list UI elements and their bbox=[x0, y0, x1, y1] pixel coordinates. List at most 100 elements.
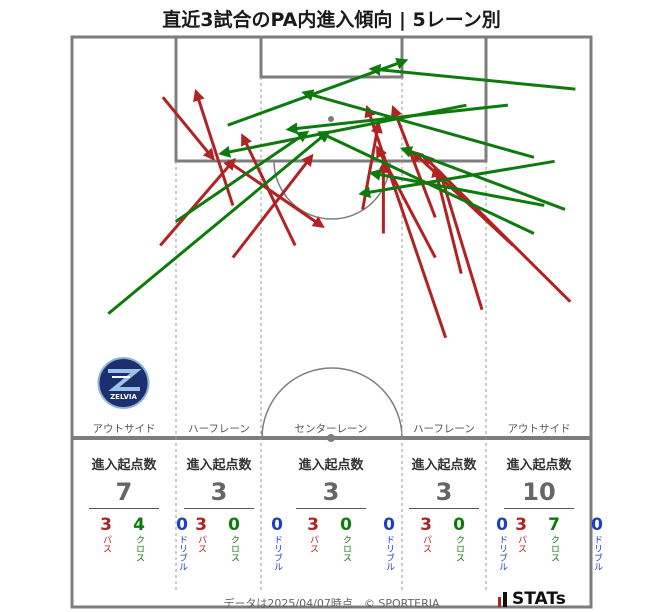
stat-total-center: 3 bbox=[322, 478, 340, 506]
pass-count-value: 3 bbox=[515, 515, 527, 535]
stat-breakdown-right-half: 3 パス 0 クロス 0 ドリブル bbox=[416, 515, 522, 571]
pass-count-label: パス bbox=[101, 535, 111, 553]
stat-breakdown-left-outside: 3 パス 4 クロス 0 ドリブル bbox=[96, 515, 202, 571]
pass-arrow-0 bbox=[161, 96, 215, 161]
cross-arrow-8 bbox=[358, 159, 555, 199]
pass-arrow-3 bbox=[193, 88, 235, 206]
pass-count-left-half: 3 パス bbox=[191, 515, 211, 571]
club-crest: ZELVIA bbox=[96, 357, 151, 409]
cross-arrow-7 bbox=[368, 168, 545, 207]
cross-count-right-half: 0 クロス bbox=[444, 515, 474, 571]
center-spot bbox=[327, 434, 335, 442]
goal-area bbox=[259, 35, 404, 79]
pass-count-value: 3 bbox=[100, 515, 112, 535]
pass-count-value: 3 bbox=[420, 515, 432, 535]
svg-text:ZELVIA: ZELVIA bbox=[110, 393, 137, 401]
pass-arrow-12 bbox=[436, 169, 484, 311]
pass-count-label: パス bbox=[421, 535, 431, 553]
stat-title-left-half: 進入起点数 bbox=[186, 458, 252, 473]
pass-count-right-outside: 3 パス bbox=[511, 515, 531, 571]
dribble-count-label: ドリブル bbox=[384, 535, 394, 571]
pass-arrow-4 bbox=[231, 153, 314, 259]
dribble-count-label: ドリブル bbox=[592, 535, 602, 571]
dribble-count-label: ドリブル bbox=[272, 535, 282, 571]
cross-count-center: 0 クロス bbox=[331, 515, 361, 571]
brand-logo: STATs bbox=[498, 589, 566, 609]
dribble-count-left-half: 0 ドリブル bbox=[257, 515, 297, 571]
pass-arrow-11 bbox=[364, 104, 448, 339]
penalty-arc bbox=[273, 160, 391, 220]
cross-arrow-10 bbox=[368, 63, 576, 91]
pass-count-center: 3 パス bbox=[303, 515, 323, 571]
pass-arrow-5 bbox=[241, 133, 297, 247]
stat-divider-right-half bbox=[409, 508, 479, 509]
dribble-count-value: 0 bbox=[591, 515, 603, 535]
pass-count-value: 3 bbox=[195, 515, 207, 535]
dribble-count-label: ドリブル bbox=[497, 535, 507, 571]
cross-count-right-outside: 7 クロス bbox=[539, 515, 569, 571]
stat-divider-left-half bbox=[184, 508, 254, 509]
lane-label-left-half: ハーフレーン bbox=[188, 423, 250, 435]
stat-total-left-half: 3 bbox=[210, 478, 228, 506]
penalty-spot bbox=[328, 116, 334, 122]
cross-count-left-outside: 4 クロス bbox=[124, 515, 154, 571]
cross-count-label: クロス bbox=[134, 535, 144, 562]
pass-count-value: 3 bbox=[307, 515, 319, 535]
cross-count-value: 0 bbox=[228, 515, 240, 535]
lane-label-left-outside: アウトサイド bbox=[93, 423, 156, 435]
cross-count-value: 0 bbox=[453, 515, 465, 535]
dribble-count-value: 0 bbox=[176, 515, 188, 535]
pass-arrow-1 bbox=[159, 157, 236, 247]
dribble-count-value: 0 bbox=[271, 515, 283, 535]
stat-total-right-outside: 10 bbox=[522, 478, 556, 506]
cross-arrow-0 bbox=[107, 130, 330, 315]
dribble-count-center: 0 ドリブル bbox=[369, 515, 409, 571]
stat-title-right-outside: 進入起点数 bbox=[506, 458, 572, 473]
stat-divider-center bbox=[296, 508, 366, 509]
cross-count-label: クロス bbox=[454, 535, 464, 562]
pass-arrow-2 bbox=[226, 160, 325, 229]
cross-count-label: クロス bbox=[341, 535, 351, 562]
pass-arrow-8 bbox=[390, 104, 437, 218]
dribble-count-right-outside: 0 ドリブル bbox=[577, 515, 617, 571]
stat-breakdown-left-half: 3 パス 0 クロス 0 ドリブル bbox=[191, 515, 297, 571]
stat-total-right-half: 3 bbox=[435, 478, 453, 506]
cross-count-left-half: 0 クロス bbox=[219, 515, 249, 571]
stat-title-right-half: 進入起点数 bbox=[411, 458, 477, 473]
lane-label-right-half: ハーフレーン bbox=[413, 423, 475, 435]
pass-count-left-outside: 3 パス bbox=[96, 515, 116, 571]
lane-label-right-outside: アウトサイド bbox=[508, 423, 571, 435]
pass-count-label: パス bbox=[308, 535, 318, 553]
stat-title-center: 進入起点数 bbox=[298, 458, 364, 473]
dribble-count-right-half: 0 ドリブル bbox=[482, 515, 522, 571]
cross-count-label: クロス bbox=[549, 535, 559, 562]
dribble-count-left-outside: 0 ドリブル bbox=[162, 515, 202, 571]
footer-note: データは2025/04/07時点 © SPORTERIA bbox=[223, 597, 440, 610]
dribble-count-label: ドリブル bbox=[177, 535, 187, 571]
cross-count-value: 4 bbox=[133, 515, 145, 535]
entry-arrows bbox=[107, 57, 576, 339]
pass-count-right-half: 3 パス bbox=[416, 515, 436, 571]
cross-arrow-5 bbox=[301, 89, 535, 159]
pass-count-label: パス bbox=[196, 535, 206, 553]
center-circle bbox=[261, 367, 403, 439]
pass-count-label: パス bbox=[516, 535, 526, 553]
stat-breakdown-right-outside: 3 パス 7 クロス 0 ドリブル bbox=[511, 515, 617, 571]
cross-count-label: クロス bbox=[229, 535, 239, 562]
brand-mark-icon bbox=[498, 591, 508, 607]
pass-arrow-14 bbox=[421, 154, 572, 303]
stat-divider-left-outside bbox=[89, 508, 159, 509]
cross-arrow-9 bbox=[399, 146, 566, 211]
lane-label-center: センターレーン bbox=[295, 423, 368, 435]
dribble-count-value: 0 bbox=[496, 515, 508, 535]
chart-title: 直近3試合のPA内進入傾向 | 5レーン別 bbox=[162, 9, 501, 31]
cross-arrow-1 bbox=[174, 130, 310, 223]
stat-title-left-outside: 進入起点数 bbox=[91, 458, 157, 473]
cross-count-value: 7 bbox=[548, 515, 560, 535]
cross-arrow-4 bbox=[285, 103, 509, 135]
pass-arrow-7 bbox=[361, 120, 383, 210]
dribble-count-value: 0 bbox=[383, 515, 395, 535]
stat-total-left-outside: 7 bbox=[115, 478, 133, 506]
cross-count-value: 0 bbox=[340, 515, 352, 535]
